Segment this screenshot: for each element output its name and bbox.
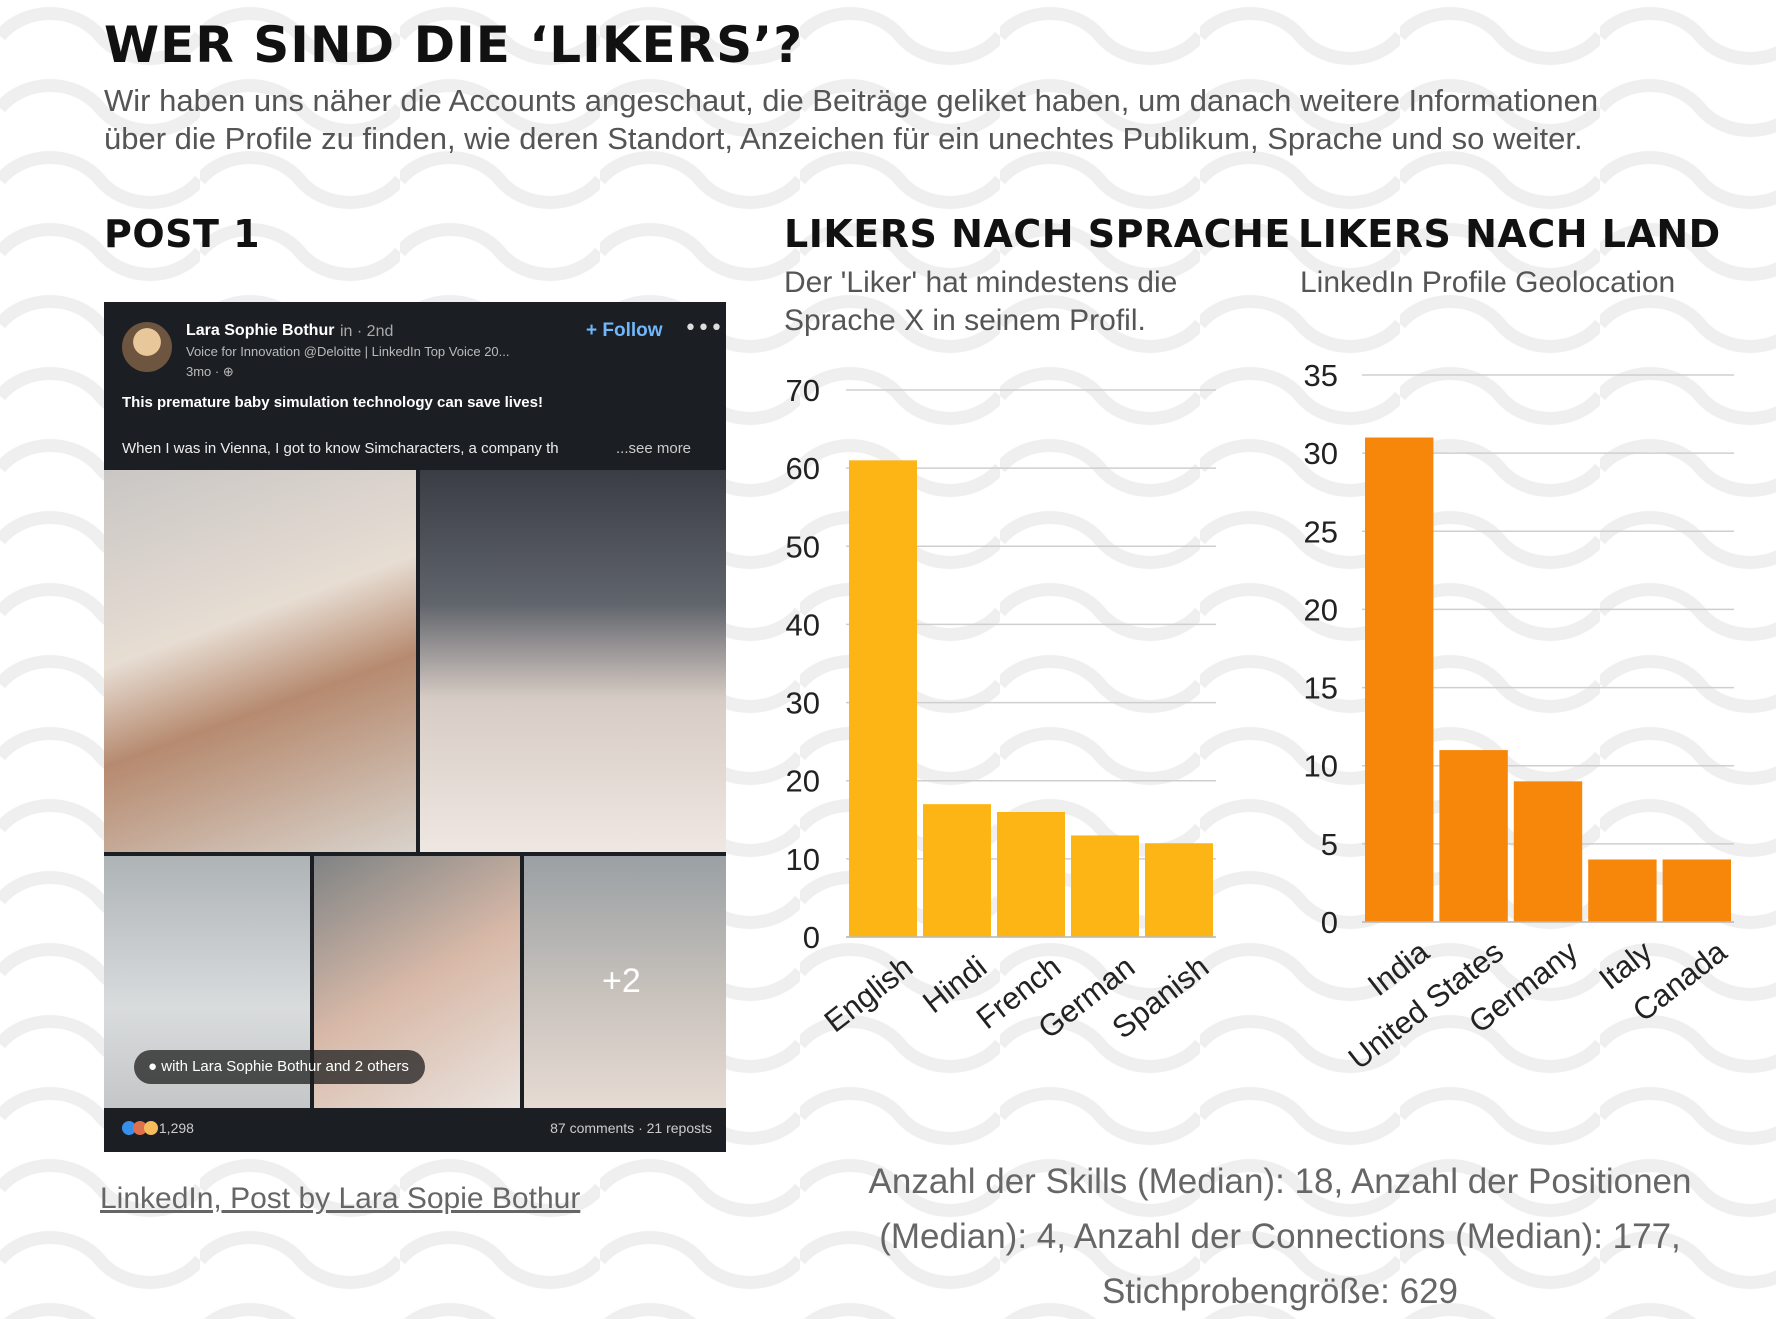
summary-line-3: Stichprobengröße: 629: [1101, 1272, 1459, 1311]
country-ytick-label: 5: [1321, 827, 1338, 862]
country-ytick-label: 15: [1304, 671, 1338, 706]
avatar: [122, 322, 172, 372]
country-bar-italy: [1588, 859, 1657, 922]
follow-button: + Follow: [586, 320, 663, 341]
like-reaction-icon: [122, 1121, 136, 1135]
language-xtick-label: English: [818, 949, 920, 1039]
post-time: 3mo · ⊕: [186, 364, 234, 379]
country-bar-germany: [1513, 781, 1583, 922]
language-bar-french: [997, 811, 1065, 937]
post-heading: POST 1: [104, 212, 261, 256]
tagged-people-pill: ● with Lara Sophie Bothur and 2 others: [134, 1050, 425, 1084]
chart-country-subtitle-line-1: LinkedIn Profile Geolocation: [1300, 266, 1676, 299]
country-ytick-label: 30: [1304, 436, 1338, 471]
intro-line-2: über die Profile zu finden, wie deren St…: [104, 121, 1583, 156]
post-author: Lara Sophie Bothur: [186, 322, 335, 339]
love-reaction-icon: [133, 1121, 147, 1135]
language-ytick-label: 70: [786, 373, 820, 408]
language-ytick-label: 40: [786, 607, 820, 642]
chart-language-title: LIKERS NACH SPRACHE: [784, 212, 1291, 256]
language-bar-spanish: [1145, 843, 1213, 937]
chart-country-subtitle: LinkedIn Profile Geolocation: [1300, 264, 1675, 302]
person-icon: ●: [148, 1058, 162, 1075]
reaction-count: 1,298: [158, 1120, 194, 1136]
language-ytick-label: 20: [786, 764, 820, 799]
chart-language: 010203040506070EnglishHindiFrenchGermanS…: [786, 373, 1216, 1045]
see-more-link: ...see more: [616, 440, 692, 457]
language-ytick-label: 60: [786, 451, 820, 486]
country-bar-canada: [1662, 859, 1731, 922]
country-ytick-label: 25: [1304, 514, 1338, 549]
chart-language-subtitle-line-1: Der 'Liker' hat mindestens die: [784, 266, 1178, 299]
language-bar-hindi: [923, 804, 991, 937]
language-ytick-label: 10: [786, 842, 820, 877]
post-header: Lara Sophie Bothur in · 2nd Voice for In…: [104, 302, 726, 470]
summary-text: Anzahl der Skills (Median): 18, Anzahl d…: [790, 1154, 1770, 1319]
more-icon: •••: [684, 316, 723, 341]
country-bar-india: [1365, 437, 1434, 922]
linkedin-post-screenshot: Lara Sophie Bothur in · 2nd Voice for In…: [104, 302, 726, 1152]
post-headline: This premature baby simulation technolog…: [122, 394, 543, 411]
country-ytick-label: 35: [1304, 358, 1338, 393]
summary-line-2: (Median): 4, Anzahl der Connections (Med…: [879, 1217, 1681, 1256]
post-photo-2: [420, 470, 726, 852]
chart-language-subtitle: Der 'Liker' hat mindestens die Sprache X…: [784, 264, 1177, 340]
insightful-reaction-icon: [144, 1121, 158, 1135]
reactions: 1,298: [122, 1120, 194, 1136]
summary-line-1: Anzahl der Skills (Median): 18, Anzahl d…: [868, 1162, 1692, 1201]
country-ytick-label: 20: [1304, 592, 1338, 627]
language-ytick-label: 30: [786, 686, 820, 721]
page-title: WER SIND DIE ‘LIKERS’?: [104, 16, 804, 74]
chart-country-title: LIKERS NACH LAND: [1298, 212, 1721, 256]
post-author-badge: in · 2nd: [340, 323, 394, 340]
post-photo-5: [524, 856, 726, 1108]
language-ytick-label: 50: [786, 529, 820, 564]
source-link[interactable]: LinkedIn, Post by Lara Sopie Bothur: [100, 1182, 581, 1215]
chart-language-subtitle-line-2: Sprache X in seinem Profil.: [784, 304, 1146, 337]
post-body: When I was in Vienna, I got to know Simc…: [122, 440, 559, 457]
language-bar-german: [1071, 835, 1139, 937]
language-bar-english: [849, 460, 917, 937]
language-ytick-label: 0: [803, 920, 820, 955]
intro-text: Wir haben uns näher die Accounts angesch…: [104, 82, 1598, 158]
post-photo-1: [104, 470, 416, 852]
post-stats: 87 comments · 21 reposts: [550, 1120, 712, 1136]
country-ytick-label: 0: [1321, 905, 1338, 940]
extra-photos-count: +2: [602, 962, 641, 1000]
post-author-tagline: Voice for Innovation @Deloitte | LinkedI…: [186, 344, 510, 359]
country-bar-united-states: [1439, 750, 1508, 922]
country-ytick-label: 10: [1304, 749, 1338, 784]
intro-line-1: Wir haben uns näher die Accounts angesch…: [104, 83, 1599, 118]
tagged-people-text: with Lara Sophie Bothur and 2 others: [161, 1058, 409, 1075]
